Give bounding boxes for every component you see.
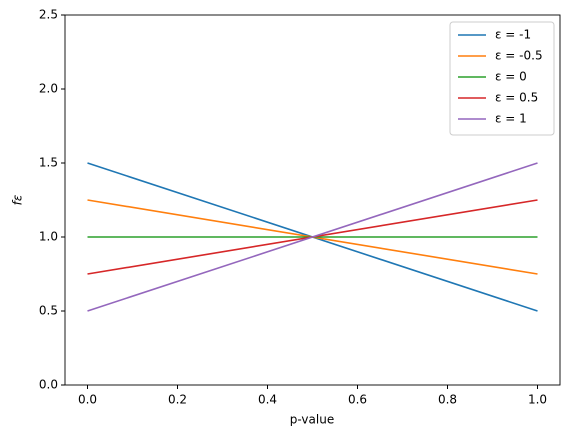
x-tick-label: 0.8 xyxy=(438,393,457,407)
x-tick-label: 1.0 xyxy=(528,393,547,407)
x-axis-label: p-value xyxy=(290,413,334,427)
y-tick-label: 2.0 xyxy=(39,82,58,96)
y-tick-label: 0.5 xyxy=(39,304,58,318)
line-series xyxy=(87,162,538,312)
x-tick-label: 0.6 xyxy=(348,393,367,407)
y-tick-label: 1.0 xyxy=(39,230,58,244)
legend-label: ε = 1 xyxy=(495,112,527,126)
y-tick-label: 0.0 xyxy=(39,378,58,392)
legend-box xyxy=(449,21,555,136)
legend-label: ε = 0.5 xyxy=(495,91,538,105)
x-tick-label: 0.0 xyxy=(78,393,97,407)
legend-label: ε = -1 xyxy=(495,28,531,42)
x-tick-label: 0.2 xyxy=(168,393,187,407)
legend-label: ε = -0.5 xyxy=(495,49,543,63)
y-tick-label: 2.5 xyxy=(39,8,58,22)
x-tick-label: 0.4 xyxy=(258,393,277,407)
plot-frame xyxy=(64,14,561,386)
y-tick-label: 1.5 xyxy=(39,156,58,170)
y-axis-label: fε xyxy=(11,194,25,205)
legend-label: ε = 0 xyxy=(495,70,527,84)
